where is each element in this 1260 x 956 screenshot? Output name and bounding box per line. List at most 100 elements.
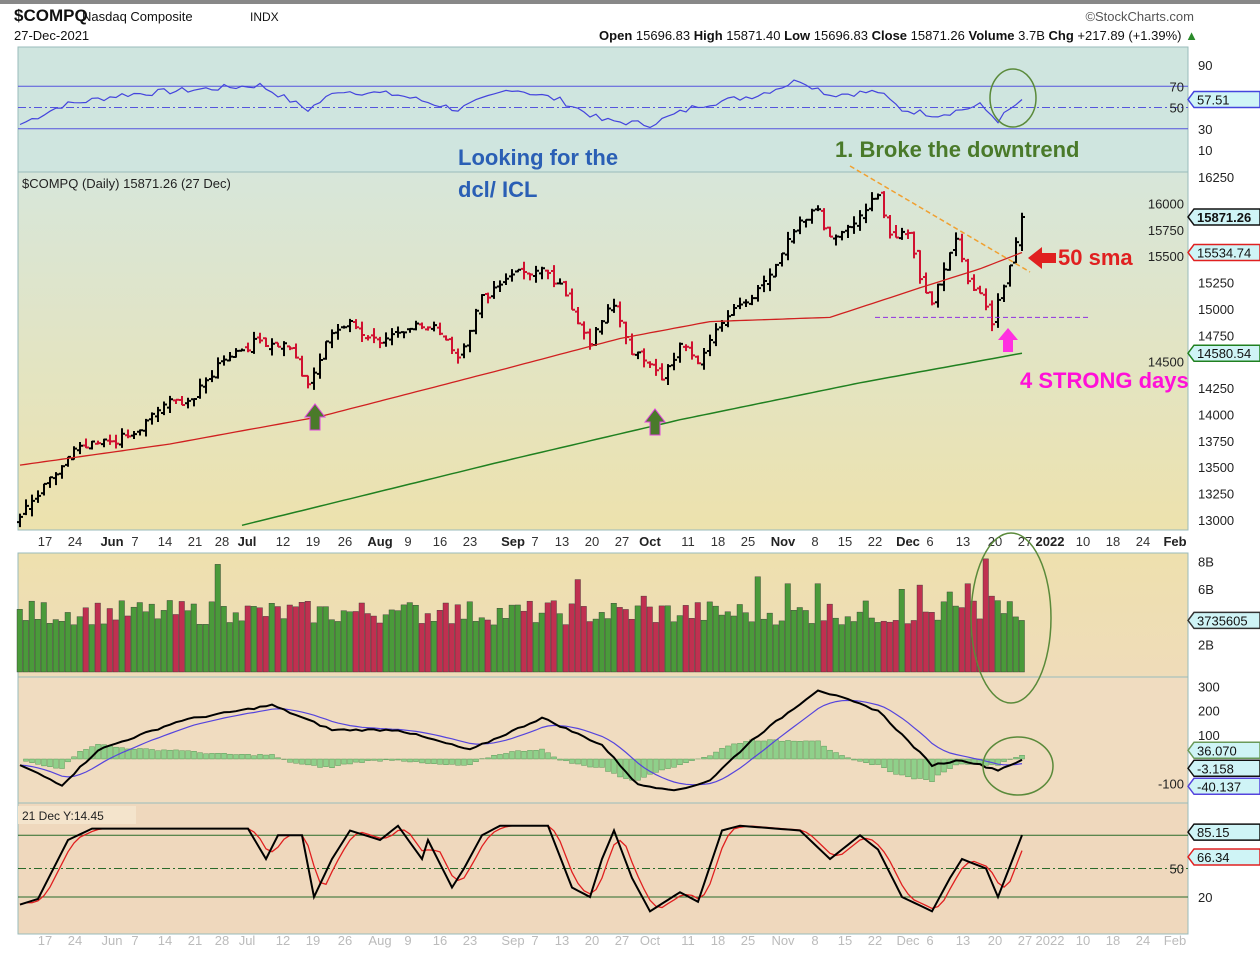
x-tick-label-bottom: Oct [640, 933, 661, 948]
price-tick-label: 15000 [1198, 302, 1234, 317]
macd-histogram-bar [600, 759, 605, 767]
macd-histogram-bar [198, 753, 203, 759]
volume-bar [875, 622, 881, 672]
sma200-last-label: 14580.54 [1197, 346, 1251, 361]
volume-bar [425, 614, 431, 672]
macd-histogram-bar [882, 759, 887, 768]
volume-bar [107, 608, 113, 672]
volume-bar [197, 624, 203, 672]
volume-bar [329, 620, 335, 672]
volume-bar [185, 611, 191, 672]
macd-histogram-bar [810, 741, 815, 759]
macd-histogram-bar [132, 749, 137, 759]
volume-tick-label: 6B [1198, 582, 1214, 597]
x-tick-label: 27 [615, 534, 629, 549]
volume-bar [371, 616, 377, 672]
volume-bar [389, 610, 395, 672]
macd-histogram-bar [534, 750, 539, 759]
macd-histogram-bar [288, 759, 293, 762]
volume-bar [749, 622, 755, 672]
x-tick-label: 7 [131, 534, 138, 549]
x-tick-label-bottom: 27 [1018, 933, 1032, 948]
volume-bar [53, 620, 59, 672]
macd-histogram-bar [492, 755, 497, 759]
quote-summary: Open 15696.83 High 15871.40 Low 15696.83… [599, 28, 1198, 43]
macd-histogram-bar [540, 749, 545, 759]
price-tick-label: 16000 [1148, 196, 1184, 211]
volume-bar [899, 589, 905, 672]
volume-bar [77, 617, 83, 672]
x-tick-label: Jul [238, 534, 257, 549]
volume-bar [239, 621, 245, 672]
macd-histogram-bar [30, 759, 35, 763]
volume-bar [929, 612, 935, 672]
macd-histogram-bar [1020, 755, 1025, 759]
rsi-tick-label: 10 [1198, 143, 1212, 158]
top-border [0, 0, 1260, 4]
macd-histogram-bar [582, 759, 587, 765]
x-tick-label-bottom: 2022 [1036, 933, 1065, 948]
volume-bar [587, 622, 593, 672]
macd-histogram-bar [390, 759, 395, 760]
annotation-dcl-icl: dcl/ ICL [458, 177, 537, 202]
volume-bar [251, 606, 257, 672]
volume-bar [395, 611, 401, 672]
volume-bar [149, 604, 155, 672]
volume-bar [227, 622, 233, 672]
x-tick-label: 13 [956, 534, 970, 549]
x-tick-label: 18 [1106, 534, 1120, 549]
x-tick-label-bottom: 11 [681, 933, 695, 948]
volume-bar [65, 612, 71, 672]
macd-histogram-bar [48, 759, 53, 767]
volume-bar [983, 559, 989, 672]
volume-bar [881, 621, 887, 672]
x-tick-label-bottom: 17 [38, 933, 52, 948]
volume-bar [677, 616, 683, 672]
macd-histogram-bar [144, 749, 149, 759]
x-tick-label-bottom: 24 [68, 933, 82, 948]
macd-histogram-bar [666, 759, 671, 769]
volume-bar [863, 601, 869, 672]
macd-histogram-bar [876, 759, 881, 765]
volume-bar [479, 618, 485, 672]
volume-tick-label: 8B [1198, 555, 1214, 570]
volume-bar [485, 620, 491, 672]
macd-histogram-bar [594, 759, 599, 767]
macd-signal-last-label: -40.137 [1197, 779, 1241, 794]
volume-bar [419, 623, 425, 672]
macd-histogram-bar [408, 759, 413, 762]
close-label: Close [872, 28, 907, 43]
volume-bar [605, 619, 611, 672]
volume-bar [161, 610, 167, 672]
volume-bar [551, 601, 557, 672]
x-tick-label: 7 [531, 534, 538, 549]
macd-histogram-bar [792, 741, 797, 759]
macd-histogram-bar [942, 759, 947, 772]
volume-bar [545, 603, 551, 672]
x-tick-label-bottom: Jun [102, 933, 123, 948]
annotation-broke-downtrend: 1. Broke the downtrend [835, 137, 1079, 162]
volume-bar [839, 625, 845, 672]
volume-bar [965, 584, 971, 672]
macd-histogram-bar [306, 759, 311, 765]
volume-bar [413, 605, 419, 672]
macd-histogram-bar [528, 750, 533, 759]
volume-bar [41, 603, 47, 672]
annotation-looking: Looking for the [458, 145, 618, 170]
x-tick-label: 14 [158, 534, 172, 549]
macd-histogram-bar [774, 740, 779, 759]
x-tick-label: 2022 [1036, 534, 1065, 549]
macd-histogram-bar [546, 753, 551, 759]
macd-histogram-bar [342, 759, 347, 764]
volume-bar [869, 618, 875, 672]
macd-histogram-bar [156, 751, 161, 759]
volume-bar [713, 606, 719, 672]
x-tick-label: 16 [433, 534, 447, 549]
macd-histogram-bar [840, 755, 845, 759]
macd-histogram-bar [858, 759, 863, 761]
x-tick-label: 22 [868, 534, 882, 549]
macd-histogram-bar [474, 759, 479, 762]
x-tick-label: 21 [188, 534, 202, 549]
macd-histogram-bar [114, 747, 119, 759]
